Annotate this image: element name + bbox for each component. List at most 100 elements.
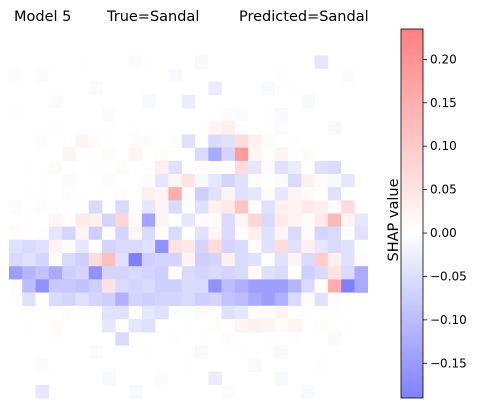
heatmap-cell [301,305,315,320]
heatmap-cell [48,253,63,267]
heatmap-cell [234,134,249,148]
heatmap-cell [141,345,156,359]
heatmap-cell [327,332,342,346]
heatmap-cell [115,279,129,293]
heatmap-cell [181,292,196,307]
colorbar-tick-label: 0.00 [430,226,457,240]
heatmap-cell [341,318,355,333]
heatmap-cell [88,226,103,241]
heatmap-cell [234,279,249,293]
heatmap-cell [301,266,315,280]
heatmap-cell [102,213,116,227]
heatmap-cell [314,213,329,227]
heatmap-cell [22,318,36,333]
shap-heatmap [9,55,369,399]
heatmap-cell [195,239,209,254]
heatmap-cell [301,200,315,214]
heatmap-cell [181,226,196,241]
heatmap-cell [274,226,289,241]
heatmap-cell [62,279,76,293]
heatmap-cell [195,213,209,227]
heatmap-cell [35,358,50,372]
heatmap-cell [288,332,302,346]
heatmap-cell [234,226,249,241]
heatmap-cell [327,200,342,214]
heatmap-cell [195,147,209,162]
heatmap-cell [195,253,209,267]
heatmap-cell [208,213,222,227]
heatmap-cell [261,292,276,307]
heatmap-cell [62,253,76,267]
heatmap-cell [354,200,369,214]
heatmap-cell [62,305,76,320]
colorbar-tick-label: −0.15 [430,356,467,370]
heatmap-cell [128,279,143,293]
heatmap-cell [9,226,23,241]
heatmap-cell [288,266,302,280]
heatmap-cell [314,55,329,69]
heatmap-cell [314,160,329,175]
heatmap-cell [141,200,156,214]
heatmap-cell [327,160,342,175]
heatmap-cell [195,55,209,69]
heatmap-cell [195,292,209,307]
heatmap-cell [48,292,63,307]
heatmap-cell [288,173,302,188]
heatmap-cell [181,358,196,372]
heatmap-cell [261,81,276,96]
heatmap-cell [248,266,262,280]
heatmap-cell [234,253,249,267]
heatmap-cell [115,160,129,175]
heatmap-cell [341,173,355,188]
heatmap-cell [248,147,262,162]
heatmap-cell [168,239,183,254]
heatmap-cell [181,94,196,109]
heatmap-cell [35,173,50,188]
heatmap-cell [248,305,262,320]
colorbar-gradient [400,28,424,399]
heatmap-cell [274,318,289,333]
heatmap-cell [221,305,236,320]
title-model: Model 5 [14,9,71,25]
heatmap-cell [327,213,342,227]
heatmap-cell [115,187,129,201]
heatmap-cell [314,173,329,188]
heatmap-cell [221,108,236,122]
heatmap-cell [115,239,129,254]
heatmap-cell [168,253,183,267]
heatmap-cell [75,253,90,267]
heatmap-cell [195,187,209,201]
heatmap-cell [274,187,289,201]
heatmap-cell [208,226,222,241]
heatmap-cell [9,292,23,307]
heatmap-cell [195,332,209,346]
heatmap-cell [181,318,196,333]
heatmap-cell [75,239,90,254]
heatmap-cell [22,187,36,201]
heatmap-cell [48,160,63,175]
heatmap-cell [155,200,169,214]
heatmap-cell [274,371,289,386]
heatmap-cell [35,68,50,83]
heatmap-cell [261,173,276,188]
heatmap-cell [195,226,209,241]
heatmap-cell [48,332,63,346]
heatmap-cell [62,226,76,241]
heatmap-cell [141,94,156,109]
heatmap-cell [354,253,369,267]
heatmap-cell [102,108,116,122]
heatmap-cell [115,305,129,320]
heatmap-cell [181,266,196,280]
heatmap-cell [22,266,36,280]
heatmap-cell [62,147,76,162]
heatmap-cell [327,279,342,293]
heatmap-cell [102,318,116,333]
heatmap-cell [288,226,302,241]
heatmap-cell [128,266,143,280]
heatmap-cell [35,239,50,254]
heatmap-cell [248,279,262,293]
heatmap-cell [35,226,50,241]
heatmap-cell [234,160,249,175]
heatmap-cell [248,239,262,254]
